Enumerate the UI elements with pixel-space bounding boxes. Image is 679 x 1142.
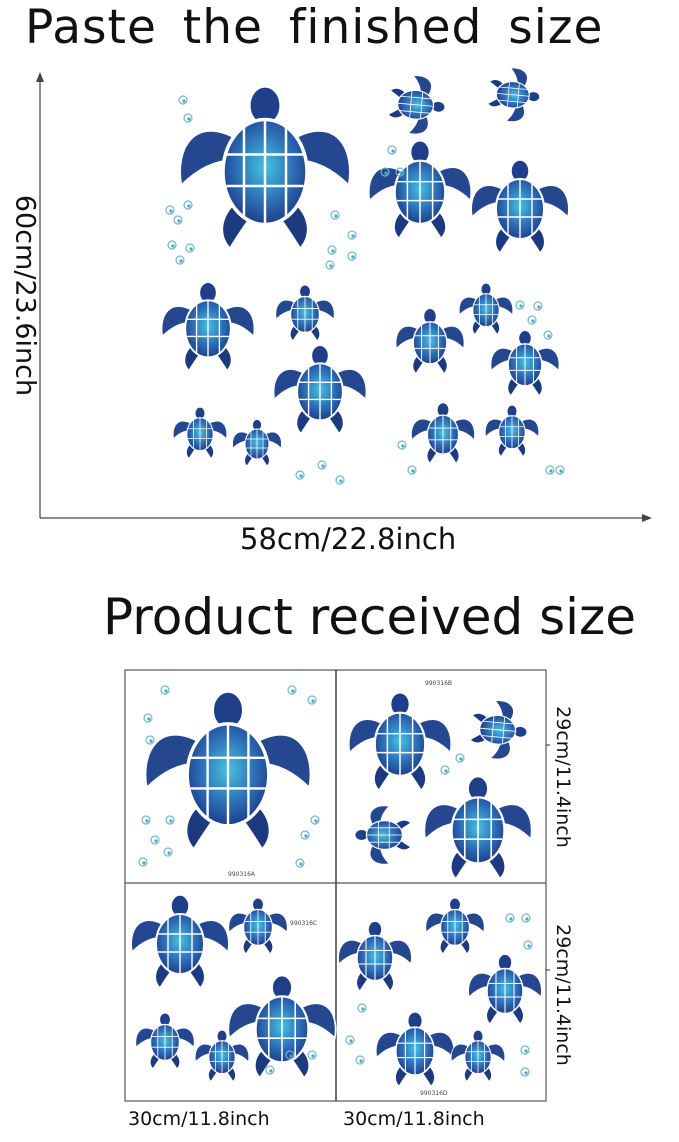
bubble-sticker [345, 1035, 355, 1045]
bubble-sticker [533, 301, 543, 311]
bubble-sticker [357, 1003, 367, 1013]
sheet-code-b: 990316B [425, 680, 452, 687]
bubble-sticker [165, 205, 175, 215]
received-size-title: Product received size [103, 588, 637, 646]
sea-turtle-sticker [468, 697, 531, 763]
bubble-sticker [505, 913, 515, 923]
sea-turtle-sticker [425, 897, 485, 955]
sea-turtle-sticker [423, 775, 533, 880]
sea-turtle-sticker [450, 1029, 506, 1082]
bubble-sticker [138, 857, 148, 867]
bubble-sticker [300, 830, 310, 840]
bubble-sticker [440, 765, 450, 775]
bubble-sticker [150, 835, 160, 845]
bubble-sticker [307, 695, 317, 705]
bubble-sticker [175, 255, 185, 265]
finished-size-title: Paste the finished size [25, 0, 604, 55]
bubble-sticker [545, 465, 555, 475]
bubble-sticker [355, 1055, 365, 1065]
sea-turtle-sticker [143, 689, 313, 852]
bubble-sticker [543, 330, 553, 340]
bubble-sticker [555, 465, 565, 475]
finished-width-label: 58cm/22.8inch [240, 522, 457, 556]
bubble-sticker [325, 260, 335, 270]
bubble-sticker [145, 735, 155, 745]
bubble-sticker [520, 1067, 530, 1077]
bubble-sticker [265, 1065, 275, 1075]
sheet-code-a: 990316A [228, 871, 256, 878]
bubble-sticker [523, 940, 533, 950]
bubble-sticker [407, 465, 417, 475]
sea-turtle-sticker [386, 72, 449, 138]
bubble-sticker [397, 440, 407, 450]
bubble-sticker [295, 470, 305, 480]
bubble-sticker [295, 858, 305, 868]
bubble-sticker [178, 95, 188, 105]
sea-turtle-sticker [194, 1029, 250, 1082]
sea-turtle-sticker [177, 84, 353, 251]
sea-turtle-sticker [470, 159, 570, 254]
bubble-sticker [515, 300, 525, 310]
sea-turtle-sticker [228, 897, 288, 955]
bubble-sticker [347, 230, 357, 240]
bubble-sticker [185, 243, 195, 253]
bubble-sticker [520, 1045, 530, 1055]
bubble-sticker [141, 815, 151, 825]
sea-turtle-sticker [227, 974, 337, 1079]
sheet-width-label-right: 30cm/11.8inch [343, 1108, 485, 1130]
sea-turtle-sticker [272, 344, 368, 435]
bubble-sticker [387, 145, 397, 155]
sea-turtle-sticker [275, 284, 335, 342]
bubble-sticker [183, 113, 193, 123]
bubble-sticker [160, 685, 170, 695]
bubble-sticker [143, 713, 153, 723]
bubble-sticker [327, 245, 337, 255]
sea-turtle-sticker [367, 139, 473, 240]
bubble-sticker [527, 315, 537, 325]
bubble-sticker [310, 815, 320, 825]
sea-turtle-sticker [337, 920, 413, 992]
sea-turtle-sticker [172, 406, 228, 459]
sheet-code-d: 990316D [420, 1090, 448, 1097]
dimension-axes [36, 72, 652, 522]
sea-turtle-sticker [484, 404, 540, 457]
bubble-sticker [521, 913, 531, 923]
sea-turtle-sticker [347, 691, 453, 792]
sheet-width-label-left: 30cm/11.8inch [128, 1108, 270, 1130]
bubble-sticker [347, 251, 357, 261]
bubble-sticker [287, 685, 297, 695]
bubble-sticker [455, 753, 465, 763]
sea-turtle-sticker [410, 402, 476, 464]
sea-turtle-sticker [135, 1012, 195, 1070]
sea-turtle-sticker [458, 282, 514, 335]
bubble-sticker [317, 460, 327, 470]
bubble-sticker [173, 215, 183, 225]
sea-turtle-sticker [354, 805, 412, 865]
sea-turtle-sticker [467, 953, 543, 1025]
bubble-sticker [165, 815, 175, 825]
bubble-sticker [163, 847, 173, 857]
bubble-sticker [335, 475, 345, 485]
sea-turtle-sticker [232, 419, 282, 467]
bubble-sticker [167, 240, 177, 250]
bubble-sticker [307, 1050, 317, 1060]
sea-turtle-sticker [130, 894, 230, 989]
sea-turtle-sticker [485, 65, 543, 125]
bubble-sticker [330, 210, 340, 220]
sheet-code-c: 990316C [290, 920, 317, 927]
bubble-sticker [183, 200, 193, 210]
sea-turtle-sticker [160, 281, 256, 372]
sea-turtle-sticker [490, 329, 560, 397]
sea-turtle-sticker [375, 1011, 455, 1088]
sea-turtle-sticker [395, 307, 465, 375]
